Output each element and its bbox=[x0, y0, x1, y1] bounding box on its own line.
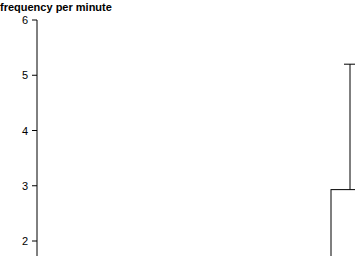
y-tick bbox=[32, 185, 37, 186]
marks bbox=[331, 64, 355, 256]
error-bar bbox=[344, 64, 355, 189]
error-cap bbox=[344, 64, 355, 65]
y-tick bbox=[32, 20, 37, 21]
y-tick-label: 2 bbox=[22, 235, 28, 247]
y-tick bbox=[32, 241, 37, 242]
error-line bbox=[350, 64, 351, 189]
y-axis bbox=[37, 20, 38, 256]
y-tick bbox=[32, 130, 37, 131]
y-tick-label: 3 bbox=[22, 180, 28, 192]
y-tick-label: 5 bbox=[22, 69, 28, 81]
chart: frequency per minute 2 3 4 5 6 bbox=[0, 0, 355, 256]
y-tick bbox=[32, 75, 37, 76]
bar bbox=[331, 190, 355, 256]
y-tick-label: 4 bbox=[22, 125, 28, 137]
y-tick-label: 6 bbox=[22, 14, 28, 26]
y-axis-label: frequency per minute bbox=[0, 1, 112, 13]
